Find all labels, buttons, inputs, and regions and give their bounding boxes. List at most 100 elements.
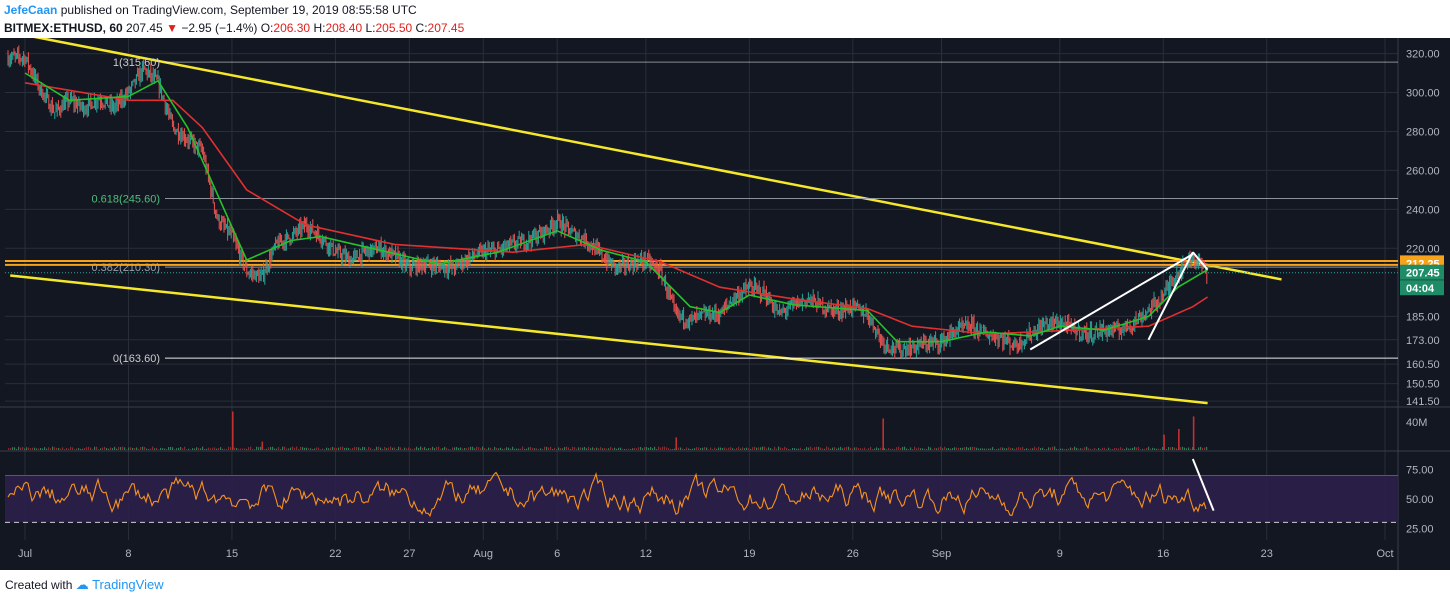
volume-bar — [768, 447, 770, 450]
volume-bar — [112, 448, 114, 450]
volume-bar — [144, 446, 146, 450]
volume-bar — [228, 446, 230, 450]
volume-bar — [82, 448, 84, 450]
x-axis-tick: 8 — [125, 548, 131, 560]
volume-bar — [184, 446, 186, 450]
volume-bar — [952, 448, 954, 450]
volume-bar — [634, 448, 636, 450]
volume-bar — [244, 448, 246, 450]
chart-header: JefeCaan published on TradingView.com, S… — [0, 0, 1450, 38]
volume-bar — [550, 446, 552, 450]
volume-axis-tick: 40M — [1406, 417, 1427, 429]
volume-bar — [1110, 448, 1112, 450]
volume-bar — [936, 448, 938, 450]
volume-bar — [656, 449, 658, 450]
volume-bar — [466, 448, 468, 450]
volume-bar — [982, 448, 984, 450]
volume-spike — [882, 418, 884, 450]
volume-bar — [938, 447, 940, 450]
volume-bar — [1106, 449, 1108, 450]
volume-bar — [546, 446, 548, 450]
volume-bar — [1060, 448, 1062, 450]
volume-bar — [898, 446, 900, 450]
volume-bar — [698, 447, 700, 450]
price-axis-tick: 260.00 — [1406, 165, 1440, 177]
volume-bar — [710, 447, 712, 450]
volume-bar — [170, 446, 172, 450]
volume-bar — [304, 447, 306, 450]
volume-bar — [584, 446, 586, 450]
volume-bar — [316, 447, 318, 450]
volume-bar — [760, 447, 762, 450]
volume-bar — [476, 446, 478, 450]
volume-bar — [284, 446, 286, 450]
volume-bar — [916, 448, 918, 450]
price-chart[interactable]: 1(315.60)0.618(245.60)0.382(210.30)0(163… — [0, 38, 1450, 570]
volume-bar — [364, 447, 366, 450]
volume-bar — [470, 446, 472, 450]
volume-bar — [392, 447, 394, 450]
rsi-axis-tick: 25.00 — [1406, 523, 1434, 535]
volume-bar — [1072, 448, 1074, 450]
volume-bar — [290, 447, 292, 450]
volume-bar — [286, 448, 288, 450]
tradingview-brand[interactable]: TradingView — [92, 577, 164, 592]
volume-bar — [56, 447, 58, 450]
volume-bar — [756, 447, 758, 450]
volume-bar — [1076, 447, 1078, 450]
volume-bar — [1204, 447, 1206, 450]
volume-bar — [8, 448, 10, 450]
volume-bar — [1112, 449, 1114, 450]
volume-bar — [1058, 449, 1060, 450]
volume-bar — [980, 448, 982, 450]
volume-bar — [438, 446, 440, 450]
volume-bar — [500, 447, 502, 450]
volume-bar — [888, 447, 890, 450]
volume-bar — [410, 448, 412, 450]
volume-bar — [648, 447, 650, 450]
volume-bar — [190, 449, 192, 450]
volume-bar — [118, 446, 120, 450]
volume-bar — [28, 447, 30, 450]
volume-bar — [264, 449, 266, 450]
volume-bar — [672, 449, 674, 450]
volume-bar — [826, 446, 828, 450]
volume-bar — [1012, 448, 1014, 450]
volume-bar — [1130, 448, 1132, 450]
volume-bar — [516, 448, 518, 450]
volume-bar — [540, 448, 542, 450]
volume-bar — [818, 446, 820, 450]
volume-bar — [904, 446, 906, 450]
volume-bar — [132, 447, 134, 450]
volume-bar — [678, 447, 680, 450]
volume-bar — [1050, 447, 1052, 450]
volume-bar — [366, 449, 368, 450]
volume-bar — [156, 447, 158, 450]
volume-bar — [1028, 448, 1030, 450]
volume-bar — [582, 447, 584, 450]
volume-bar — [208, 447, 210, 450]
volume-bar — [224, 448, 226, 450]
volume-bar — [1102, 447, 1104, 450]
volume-bar — [1042, 447, 1044, 450]
volume-bar — [754, 446, 756, 450]
volume-bar — [1154, 448, 1156, 450]
volume-bar — [334, 447, 336, 450]
volume-bar — [666, 447, 668, 450]
volume-bar — [752, 447, 754, 450]
volume-bar — [878, 448, 880, 450]
volume-bar — [778, 446, 780, 450]
volume-bar — [568, 447, 570, 450]
price-axis-tick: 185.00 — [1406, 311, 1440, 323]
volume-bar — [120, 447, 122, 450]
volume-bar — [802, 449, 804, 450]
author-name[interactable]: JefeCaan — [4, 3, 58, 17]
fib-level-label: 0.618(245.60) — [92, 193, 161, 205]
volume-bar — [336, 448, 338, 450]
volume-bar — [26, 447, 28, 450]
volume-bar — [434, 448, 436, 450]
price-axis-tick: 280.00 — [1406, 126, 1440, 138]
volume-bar — [54, 447, 56, 450]
volume-bar — [12, 447, 14, 450]
volume-bar — [248, 447, 250, 450]
